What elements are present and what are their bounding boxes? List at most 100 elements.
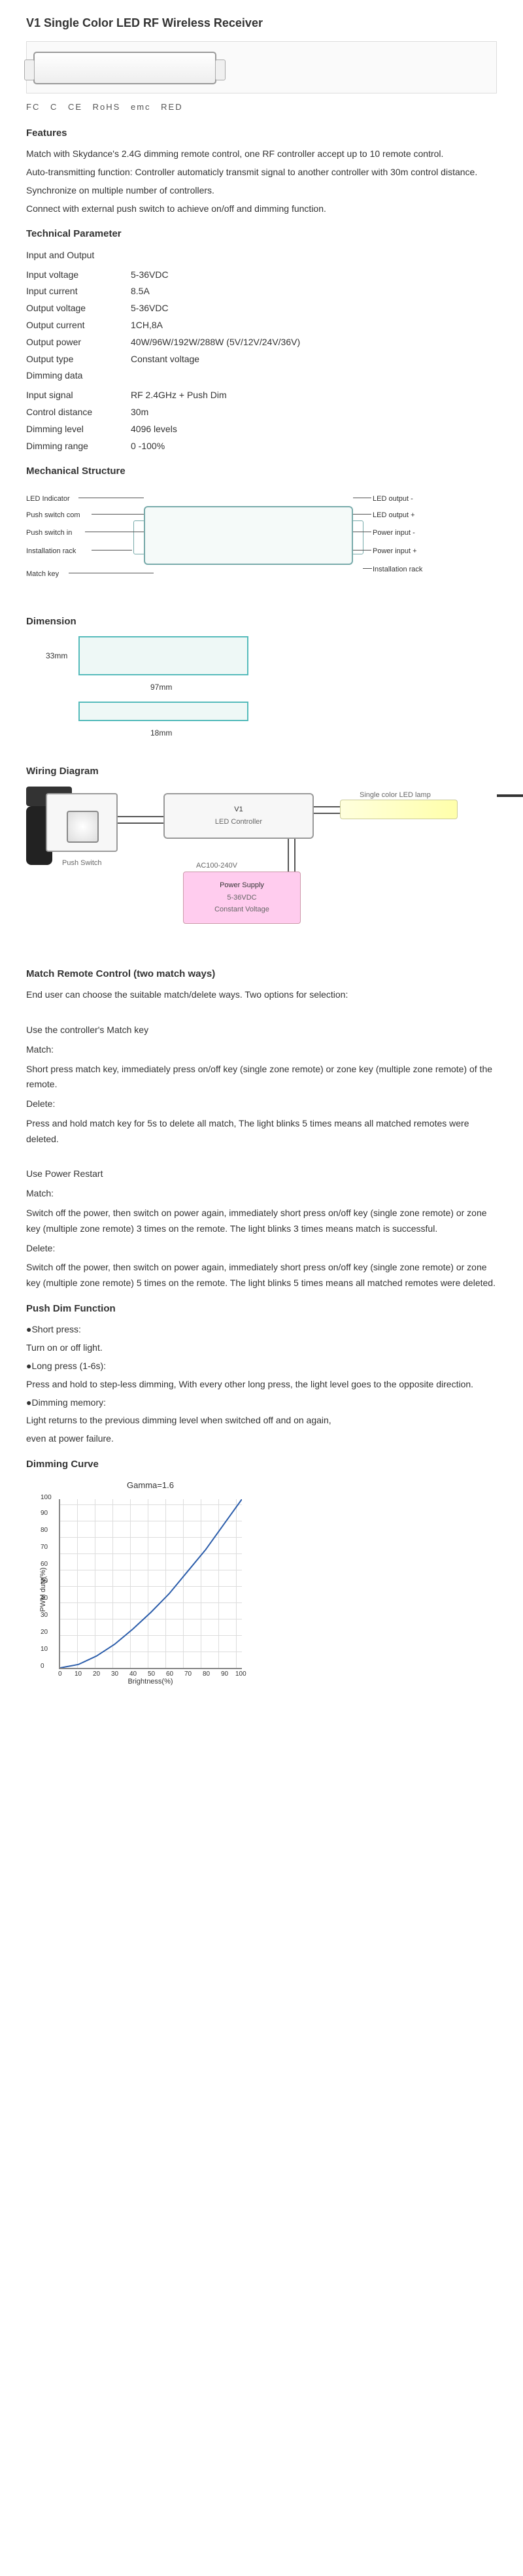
wiring-controller: V1 LED Controller (163, 793, 314, 839)
push-mem-text2: even at power failure. (26, 1431, 497, 1447)
param-row: Input current8.5A (26, 284, 497, 299)
xtick: 80 (203, 1669, 210, 1680)
wiring-ps-title: Power Supply (220, 879, 264, 892)
wiring-ps-sub1: 5-36VDC (227, 892, 256, 904)
ytick: 20 (41, 1627, 48, 1638)
mech-label: Push switch in (26, 527, 72, 539)
cert-badge: RoHS (93, 102, 121, 112)
ytick: 0 (41, 1661, 44, 1672)
param-value: RF 2.4GHz + Push Dim (131, 388, 497, 403)
xtick: 20 (93, 1669, 100, 1680)
push-long-text: Press and hold to step-less dimming, Wit… (26, 1377, 497, 1393)
dimming-subheading: Dimming data (26, 368, 497, 384)
match-way1-delete: Press and hold match key for 5s to delet… (26, 1116, 497, 1147)
mech-label: Push switch com (26, 509, 80, 522)
wiring-controller-sub: LED Controller (215, 816, 262, 828)
match-way1-match: Short press match key, immediately press… (26, 1062, 497, 1093)
param-value: 30m (131, 405, 497, 420)
cert-badge: FC (26, 102, 40, 112)
xtick: 100 (235, 1669, 246, 1680)
wiring-push-switch (46, 793, 118, 852)
cert-badge: C (50, 102, 58, 112)
match-label: Match: (26, 1186, 497, 1202)
param-label: Output power (26, 335, 131, 350)
mech-label: LED output - (373, 493, 413, 505)
dim-depth: 18mm (150, 726, 172, 739)
delete-label: Delete: (26, 1096, 497, 1112)
param-label: Input current (26, 284, 131, 299)
xtick: 50 (148, 1669, 155, 1680)
param-label: Output voltage (26, 301, 131, 316)
param-value: 0 -100% (131, 439, 497, 454)
dim-width: 97mm (150, 681, 172, 694)
dimming-curve-chart: PWM duty(%) 0 10 20 30 40 50 60 70 80 90… (59, 1499, 242, 1669)
xtick: 90 (221, 1669, 228, 1680)
xtick: 40 (129, 1669, 137, 1680)
wiring-controller-title: V1 (234, 804, 243, 816)
match-label: Match: (26, 1042, 497, 1058)
cert-badge: CE (68, 102, 82, 112)
cert-badge: emc (131, 102, 151, 112)
param-row: Control distance30m (26, 405, 497, 420)
wiring-push-switch-label: Push Switch (62, 857, 102, 870)
match-way2-delete: Switch off the power, then switch on pow… (26, 1260, 497, 1291)
mech-label: Power input - (373, 527, 415, 539)
xtick: 60 (166, 1669, 173, 1680)
dimension-heading: Dimension (26, 613, 497, 630)
param-row: Output power40W/96W/192W/288W (5V/12V/24… (26, 335, 497, 350)
param-label: Input signal (26, 388, 131, 403)
param-row: Output voltage5-36VDC (26, 301, 497, 316)
param-row: Dimming level4096 levels (26, 422, 497, 437)
mech-heading: Mechanical Structure (26, 463, 497, 480)
param-value: 8.5A (131, 284, 497, 299)
ytick: 60 (41, 1559, 48, 1570)
product-photo (26, 41, 497, 93)
param-row: Input voltage5-36VDC (26, 267, 497, 283)
mech-label: Installation rack (26, 545, 76, 558)
param-row: Input signalRF 2.4GHz + Push Dim (26, 388, 497, 403)
mechanical-diagram: LED Indicator Push switch com Push switc… (26, 486, 497, 604)
match-way2-match: Switch off the power, then switch on pow… (26, 1206, 497, 1237)
param-label: Dimming range (26, 439, 131, 454)
param-value: Constant voltage (131, 352, 497, 367)
page-title: V1 Single Color LED RF Wireless Receiver (26, 13, 497, 33)
ytick: 70 (41, 1542, 48, 1553)
push-mem-label: ●Dimming memory: (26, 1395, 497, 1411)
ytick: 30 (41, 1610, 48, 1621)
push-long-label: ●Long press (1-6s): (26, 1359, 497, 1374)
wiring-led-strip (340, 800, 458, 819)
feature-item: Connect with external push switch to ach… (26, 201, 497, 217)
param-value: 5-36VDC (131, 301, 497, 316)
param-value: 4096 levels (131, 422, 497, 437)
param-label: Output type (26, 352, 131, 367)
push-heading: Push Dim Function (26, 1300, 497, 1317)
ytick: 10 (41, 1644, 48, 1655)
push-short-label: ●Short press: (26, 1322, 497, 1338)
param-row: Output current1CH,8A (26, 318, 497, 333)
curve-ylabel: PWM duty(%) (37, 1567, 50, 1612)
xtick: 0 (58, 1669, 62, 1680)
wiring-power-supply: Power Supply 5-36VDC Constant Voltage (183, 872, 301, 924)
ytick: 80 (41, 1525, 48, 1536)
match-intro: End user can choose the suitable match/d… (26, 987, 497, 1003)
feature-item: Auto-transmitting function: Controller a… (26, 165, 497, 180)
curve-title: Gamma=1.6 (59, 1478, 242, 1493)
dimension-diagram: 33mm 97mm 18mm (26, 636, 497, 754)
io-subheading: Input and Output (26, 248, 497, 263)
mech-label: Installation rack (373, 564, 422, 576)
ytick: 100 (41, 1492, 52, 1503)
wiring-heading: Wiring Diagram (26, 763, 497, 780)
mech-label: Match key (26, 568, 59, 581)
tech-heading: Technical Parameter (26, 226, 497, 243)
ytick: 90 (41, 1508, 48, 1519)
dim-height: 33mm (46, 649, 67, 662)
wiring-ac-label: AC100-240V (196, 860, 237, 872)
param-row: Output typeConstant voltage (26, 352, 497, 367)
push-short-text: Turn on or off light. (26, 1340, 497, 1356)
mech-label: Power input + (373, 545, 417, 558)
mech-label: LED Indicator (26, 493, 70, 505)
push-mem-text1: Light returns to the previous dimming le… (26, 1413, 497, 1429)
xtick: 70 (184, 1669, 192, 1680)
match-way1-title: Use the controller's Match key (26, 1023, 497, 1038)
param-label: Output current (26, 318, 131, 333)
